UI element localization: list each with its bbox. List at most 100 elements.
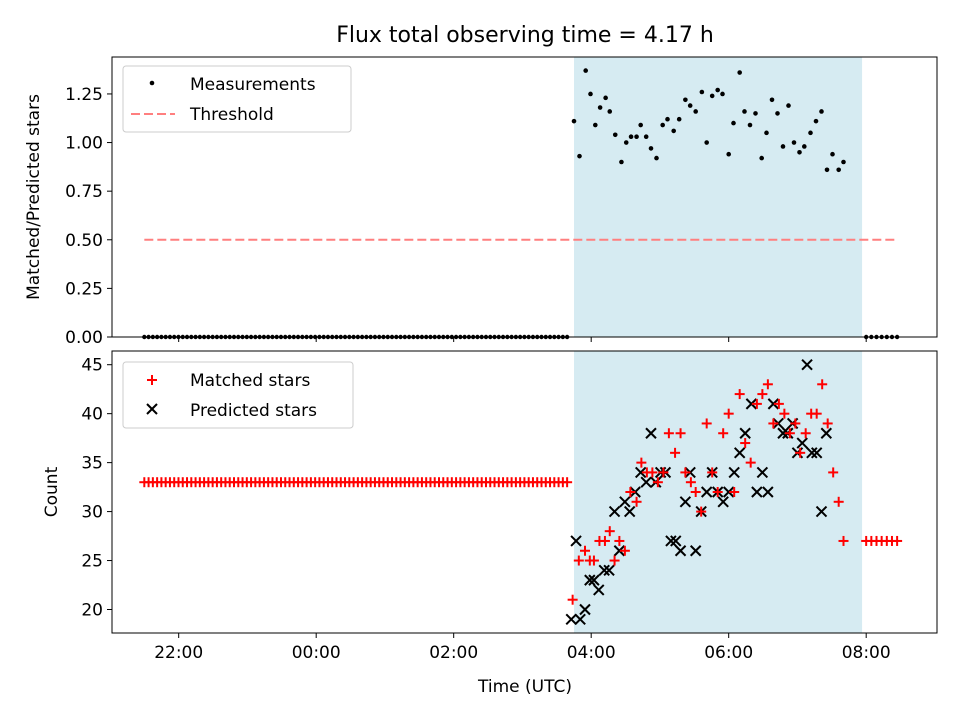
matched-star-marker — [800, 428, 811, 439]
measurement-point — [619, 159, 624, 165]
chart-title: Flux total observing time = 4.17 h — [336, 23, 714, 48]
matched-star-marker — [647, 467, 658, 478]
measurement-point — [802, 144, 807, 149]
predicted-star-marker — [751, 486, 763, 498]
measurement-point — [775, 111, 780, 116]
x-axis-label: Time (UTC) — [477, 677, 572, 697]
predicted-star-marker — [820, 427, 833, 439]
matched-star-marker — [580, 545, 590, 556]
predicted-star-marker — [777, 427, 789, 439]
measurement-point — [607, 109, 613, 114]
y-tick-label: 40 — [81, 405, 103, 425]
matched-star-marker — [670, 447, 681, 458]
predicted-star-marker — [584, 574, 596, 586]
measurement-point — [687, 103, 693, 108]
x-tick-label: 22:00 — [154, 643, 203, 663]
predicted-star-marker — [598, 564, 610, 577]
measurement-point — [623, 140, 629, 145]
top-plot-frame — [111, 56, 938, 338]
measurement-point — [643, 134, 649, 140]
measurement-point — [819, 109, 824, 114]
matched-star-marker — [833, 496, 844, 507]
predicted-star-marker — [613, 545, 626, 557]
predicted-star-marker — [674, 545, 687, 557]
y-tick-label: 35 — [81, 454, 103, 474]
measurement-point — [841, 159, 846, 165]
measurement-point — [824, 167, 830, 173]
measurement-point — [577, 153, 582, 159]
bottom-legend-box — [122, 361, 354, 429]
matched-star-marker — [740, 438, 751, 449]
measurement-point — [791, 140, 797, 145]
predicted-star-marker — [815, 505, 828, 518]
bottom-y-ticks: 20 25 30 35 40 45 — [81, 356, 112, 621]
predicted-star-marker — [623, 505, 636, 518]
measurement-point — [747, 122, 753, 128]
predicted-star-marker — [603, 564, 615, 577]
x-tick-label: 02:00 — [429, 643, 478, 663]
matched-star-marker — [817, 379, 828, 390]
x-tick-label: 08:00 — [842, 643, 891, 663]
matched-star-marker — [745, 457, 756, 468]
y-tick-label: 30 — [81, 503, 103, 523]
measurement-point — [583, 68, 588, 73]
matched-star-marker — [562, 477, 573, 488]
matched-star-marker — [718, 428, 729, 439]
predicted-star-marker — [593, 584, 605, 596]
measurement-point — [830, 151, 835, 157]
matched-star-marker — [696, 506, 707, 517]
predicted-star-marker — [767, 398, 780, 410]
matched-star-marker — [652, 477, 663, 488]
predicted-star-marker — [574, 613, 586, 625]
predicted-star-marker — [739, 427, 751, 439]
measurement-point — [759, 155, 764, 161]
measurement-point — [808, 130, 813, 136]
matched-star-marker — [599, 535, 610, 546]
measurement-point — [634, 134, 639, 140]
matched-star-marker — [729, 487, 740, 497]
measurement-point — [704, 140, 709, 145]
matched-star-marker — [625, 487, 636, 497]
top-x-ticks — [178, 337, 867, 342]
predicted-star-marker — [762, 486, 774, 498]
y-tick-label: 0.00 — [65, 328, 103, 348]
matched-star-marker — [609, 555, 620, 566]
predicted-star-marker — [570, 535, 582, 547]
measurement-point — [638, 122, 643, 128]
measurement-point — [726, 151, 731, 157]
measurement-point — [671, 128, 676, 134]
matched-star-marker — [707, 467, 718, 478]
predicted-star-marker — [608, 505, 621, 518]
matched-star-marker — [675, 428, 686, 439]
matched-star-marker — [567, 594, 578, 605]
top-legend: Measurements Threshold — [122, 65, 352, 133]
predicted-star-marker — [796, 437, 808, 449]
measurement-point — [753, 111, 758, 116]
matched-star-marker — [614, 535, 625, 546]
matched-star-marker — [573, 555, 584, 566]
top-y-axis-label: Matched/Predicted stars — [24, 94, 44, 300]
top-panel: 0.00 0.25 0.50 0.75 1.00 1.25 Matched/Predict… — [24, 56, 938, 348]
measurement-point — [764, 130, 769, 136]
legend-matched-marker — [147, 375, 157, 385]
measurement-point — [612, 132, 618, 138]
legend-matched-label: Matched stars — [190, 371, 310, 391]
matched-star-marker — [892, 535, 903, 546]
predicted-star-marker — [733, 447, 746, 459]
measurement-point — [709, 93, 715, 99]
matched-star-marker — [790, 418, 801, 429]
matched-star-marker — [795, 447, 806, 458]
matched-star-marker — [680, 467, 691, 478]
predicted-star-marker — [679, 496, 692, 508]
predicted-star-marker — [619, 496, 631, 508]
measurement-point — [813, 118, 819, 124]
predicted-star-marker — [565, 613, 577, 625]
matched-star-marker — [838, 535, 849, 546]
x-tick-label: 00:00 — [292, 643, 341, 663]
predicted-star-marker — [645, 427, 657, 439]
measurement-point — [665, 116, 670, 122]
predicted-star-marker — [806, 447, 818, 459]
matched-star-marker — [663, 428, 674, 439]
predicted-star-marker — [670, 535, 682, 547]
measurement-point — [769, 97, 775, 103]
